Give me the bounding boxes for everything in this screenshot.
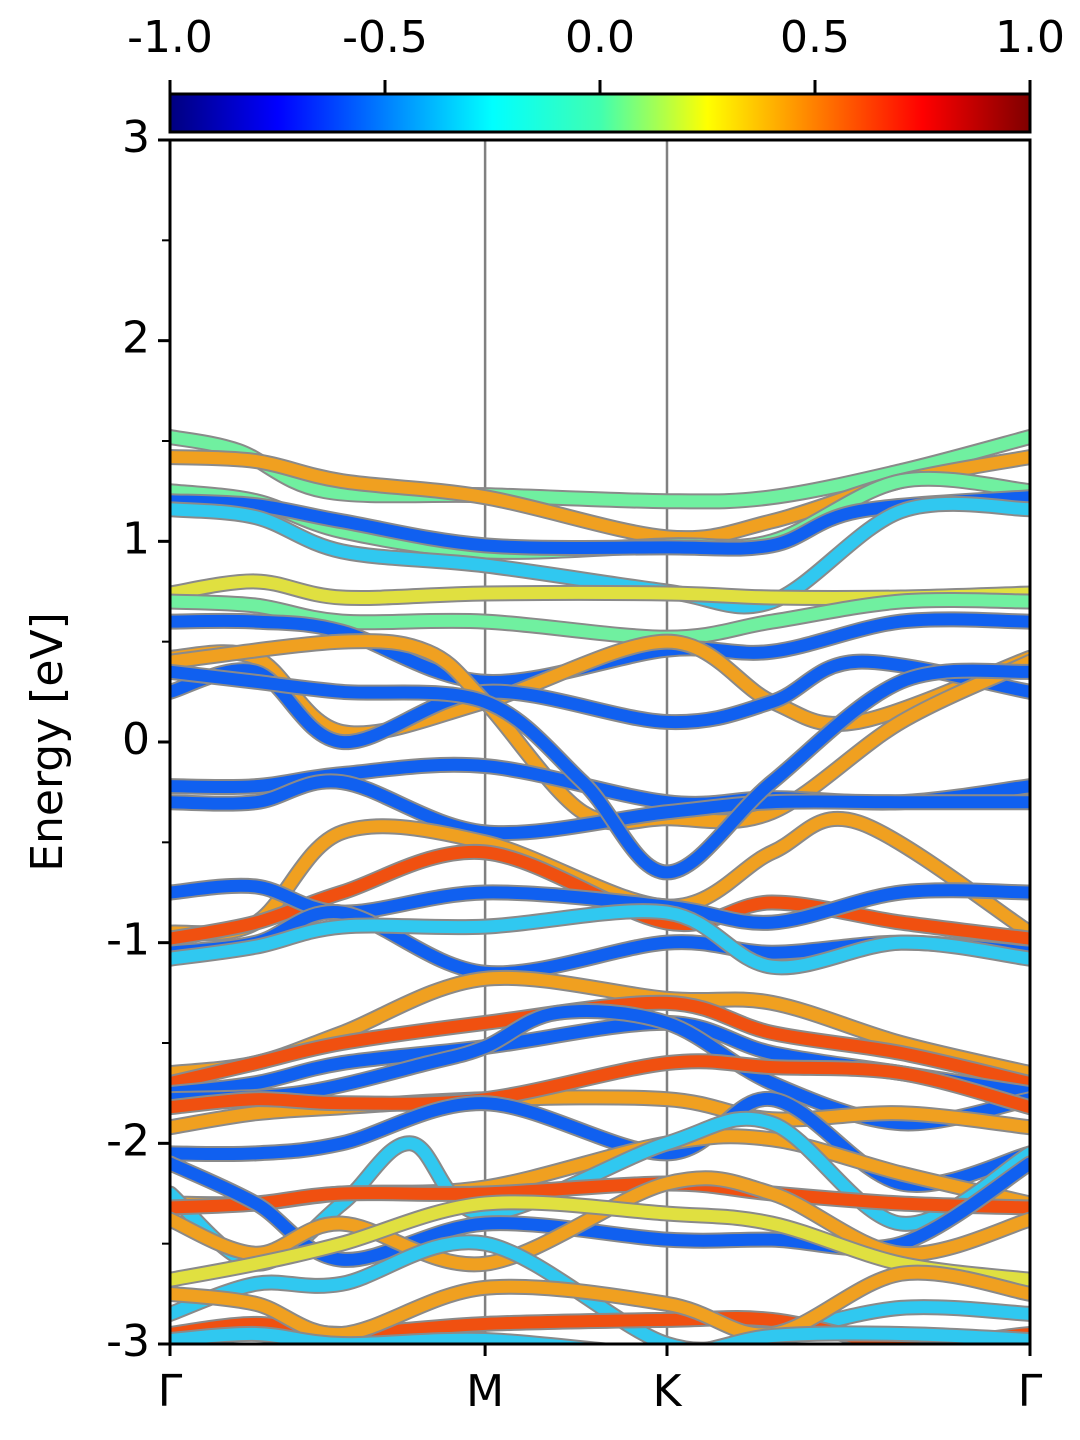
- band-line: [170, 1196, 1030, 1286]
- y-tick-label: 0: [122, 714, 150, 765]
- bands: [170, 428, 1030, 1344]
- band-line: [170, 491, 1030, 555]
- band-line: [170, 635, 1030, 829]
- band-line: [170, 1327, 1030, 1344]
- y-tick-label: 1: [122, 513, 150, 564]
- band-line: [170, 1157, 1030, 1266]
- band-line: [170, 905, 1030, 974]
- band-line: [170, 664, 1030, 879]
- colorbar-gradient: [168, 92, 1032, 134]
- band-line: [170, 1093, 1030, 1191]
- x-tick-label: K: [653, 1366, 683, 1417]
- colorbar-tick-label: 0.0: [565, 12, 635, 63]
- band-line: [170, 497, 1030, 613]
- y-tick-label: -1: [106, 915, 150, 966]
- band-line: [170, 1055, 1030, 1114]
- y-axis-label: Energy [eV]: [22, 612, 73, 872]
- x-tick-label: M: [466, 1366, 504, 1417]
- colorbar-tick-label: 1.0: [995, 12, 1065, 63]
- y-tick-label: -3: [106, 1316, 150, 1367]
- band-line: [170, 1172, 1030, 1271]
- y-tick-label: 2: [122, 313, 150, 364]
- y-axis: 3 2 1 0 -1 -2 -3: [106, 112, 170, 1367]
- band-line: [170, 775, 1030, 840]
- x-tick-label: Γ: [158, 1366, 183, 1417]
- x-tick-label: Γ: [1018, 1366, 1043, 1417]
- band-line: [170, 1266, 1030, 1341]
- band-line: [170, 879, 1030, 929]
- colorbar-tick-label: -0.5: [342, 12, 428, 63]
- band-line: [170, 1177, 1030, 1214]
- colorbar-tick-label: -1.0: [127, 12, 213, 63]
- y-tick-label: 3: [122, 112, 150, 163]
- band-line: [170, 1091, 1030, 1134]
- y-tick-label: -2: [106, 1115, 150, 1166]
- colorbar: -1.0 -0.5 0.0 0.5 1.0: [127, 12, 1065, 134]
- band-line: [170, 594, 1030, 644]
- plot-area: [168, 138, 1032, 1346]
- colorbar-tick-label: 0.5: [780, 12, 850, 63]
- colorbar-ticks: -1.0 -0.5 0.0 0.5 1.0: [127, 12, 1065, 94]
